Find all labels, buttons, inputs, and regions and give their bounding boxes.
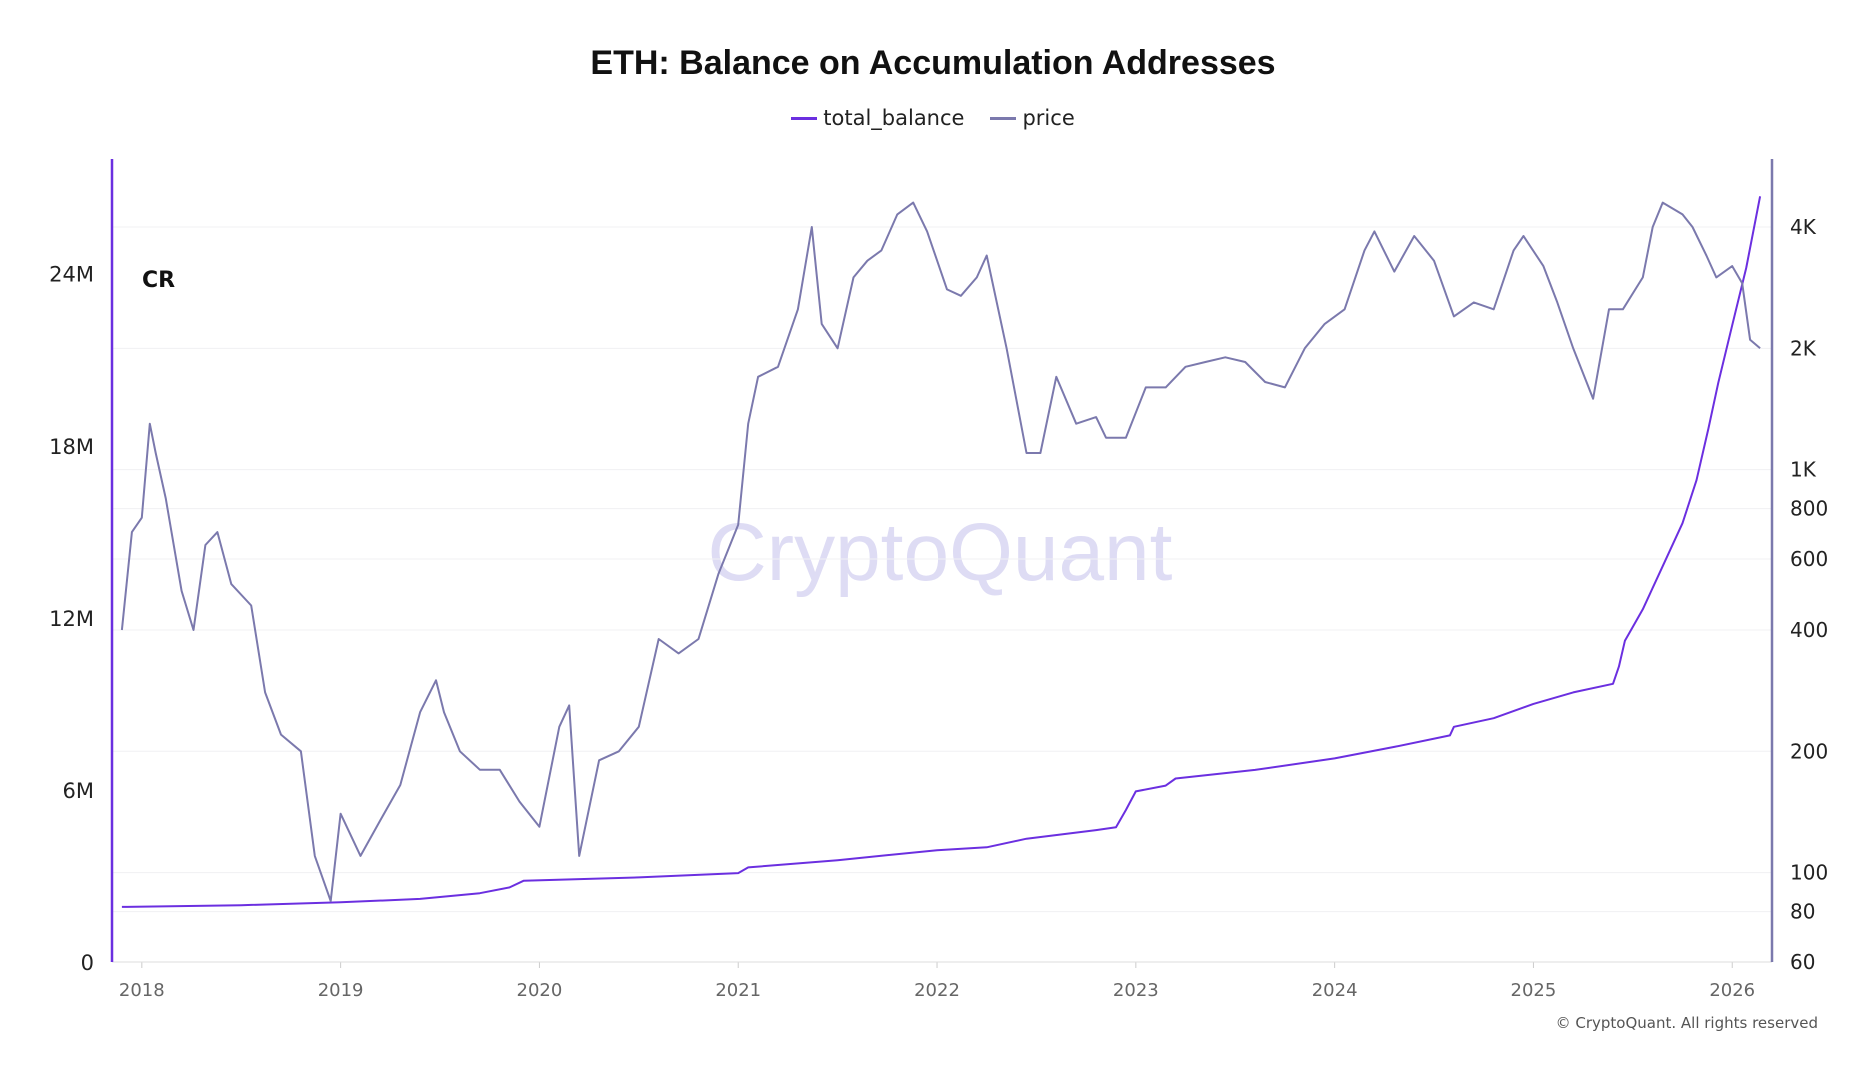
x-tick-label: 2019 (318, 980, 364, 1001)
left-tick-label: 24M (49, 263, 94, 287)
right-tick-label: 100 (1790, 861, 1828, 885)
right-tick-label: 400 (1790, 618, 1828, 642)
right-tick-label: 4K (1790, 215, 1817, 239)
copyright-footer: © CryptoQuant. All rights reserved (1555, 1014, 1818, 1032)
right-tick-label: 80 (1790, 900, 1815, 924)
right-tick-label: 600 (1790, 547, 1828, 571)
series-price (120, 201, 1761, 902)
x-tick-label: 2026 (1709, 980, 1755, 1001)
legend-swatch (990, 116, 1017, 120)
x-tick-label: 2018 (119, 980, 165, 1001)
legend-label: total_balance (823, 106, 965, 130)
x-tick-label: 2024 (1312, 980, 1358, 1001)
x-tick-label: 2021 (715, 980, 761, 1001)
x-tick-label: 2022 (914, 980, 960, 1001)
x-tick-label: 2020 (517, 980, 563, 1001)
left-tick-label: 12M (49, 607, 94, 631)
right-tick-label: 800 (1790, 497, 1828, 521)
right-tick-label: 1K (1790, 458, 1817, 482)
chart-title: ETH: Balance on Accumulation Addresses (590, 44, 1276, 82)
legend-swatch (791, 116, 818, 120)
right-tick-label: 2K (1790, 336, 1817, 360)
legend-label: price (1022, 106, 1075, 130)
right-tick-label: 60 (1790, 950, 1815, 974)
legend: total_balance price (0, 106, 1866, 130)
series-lines (120, 196, 1762, 908)
right-tick-label: 200 (1790, 739, 1828, 763)
left-tick-label: 18M (49, 435, 94, 459)
legend-item-price[interactable]: price (990, 106, 1075, 130)
watermark: CryptoQuant (708, 507, 1173, 598)
logo-mark-icon: CR (142, 268, 176, 293)
legend-item-total-balance[interactable]: total_balance (791, 106, 964, 130)
left-tick-label: 0 (81, 951, 94, 975)
crypto-rover-logo: CR (142, 268, 175, 293)
axes: 60 80 100 200 400 600 800 1K 2K 4K 0 6M 12M 18M 24M 201… (49, 159, 1828, 1001)
series-total-balance (121, 196, 1762, 908)
left-tick-label: 6M (63, 779, 94, 803)
x-tick-label: 2023 (1113, 980, 1159, 1001)
x-tick-label: 2025 (1511, 980, 1557, 1001)
